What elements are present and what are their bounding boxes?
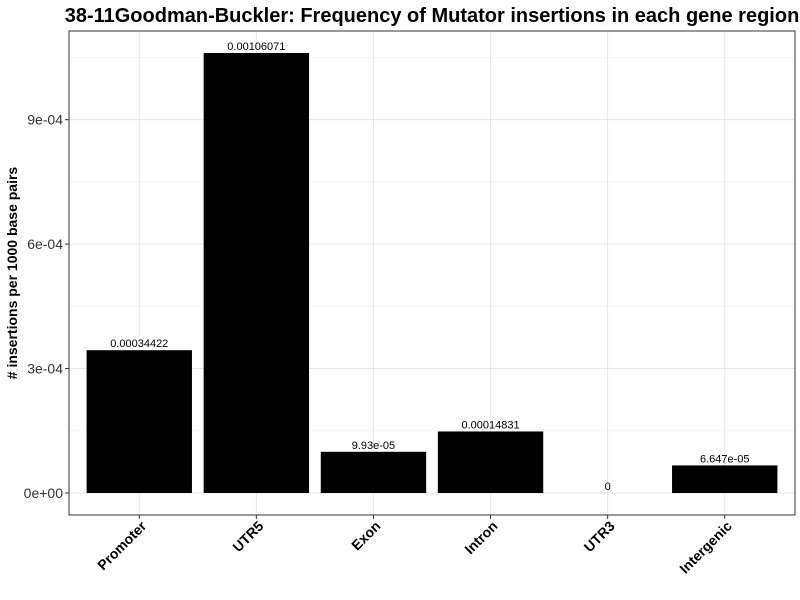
data-label-utr3: 0	[605, 481, 611, 493]
x-axis: Promoter UTR5 Exon Intron UTR3 Intergenic	[94, 515, 735, 576]
bar-promoter	[86, 350, 192, 493]
x-tick-label-intergenic: Intergenic	[676, 518, 735, 577]
x-tick-label-intron: Intron	[461, 518, 500, 557]
bar-intergenic	[672, 465, 778, 493]
y-tick-label: 0e+00	[24, 485, 64, 501]
y-axis-label: # insertions per 1000 base pairs	[4, 167, 20, 380]
chart-title: 38-11Goodman-Buckler: Frequency of Mutat…	[65, 5, 800, 27]
data-labels: 0.00034422 0.00106071 9.93e-05 0.00014831 0 6…	[110, 41, 749, 493]
x-tick-label-utr5: UTR5	[229, 518, 266, 555]
data-label-promoter: 0.00034422	[110, 338, 168, 350]
data-label-exon: 9.93e-05	[352, 440, 395, 452]
bars	[86, 53, 778, 493]
bar-exon	[320, 451, 427, 493]
y-tick-label: 6e-04	[27, 236, 63, 252]
data-label-intergenic: 6.647e-05	[700, 453, 750, 465]
plot-panel-border	[68, 30, 796, 516]
x-tick-label-utr3: UTR3	[581, 518, 618, 555]
y-axis: 0e+00 3e-04 6e-04 9e-04	[24, 112, 69, 501]
bar-intron	[437, 431, 544, 493]
minor-gridlines	[69, 57, 795, 432]
bar-utr5	[203, 53, 310, 493]
y-tick-label: 3e-04	[27, 361, 63, 377]
data-label-utr5: 0.00106071	[227, 41, 285, 53]
data-label-intron: 0.00014831	[461, 419, 519, 431]
x-tick-label-promoter: Promoter	[94, 517, 150, 573]
y-tick-label: 9e-04	[27, 112, 63, 128]
x-tick-label-exon: Exon	[348, 518, 384, 554]
